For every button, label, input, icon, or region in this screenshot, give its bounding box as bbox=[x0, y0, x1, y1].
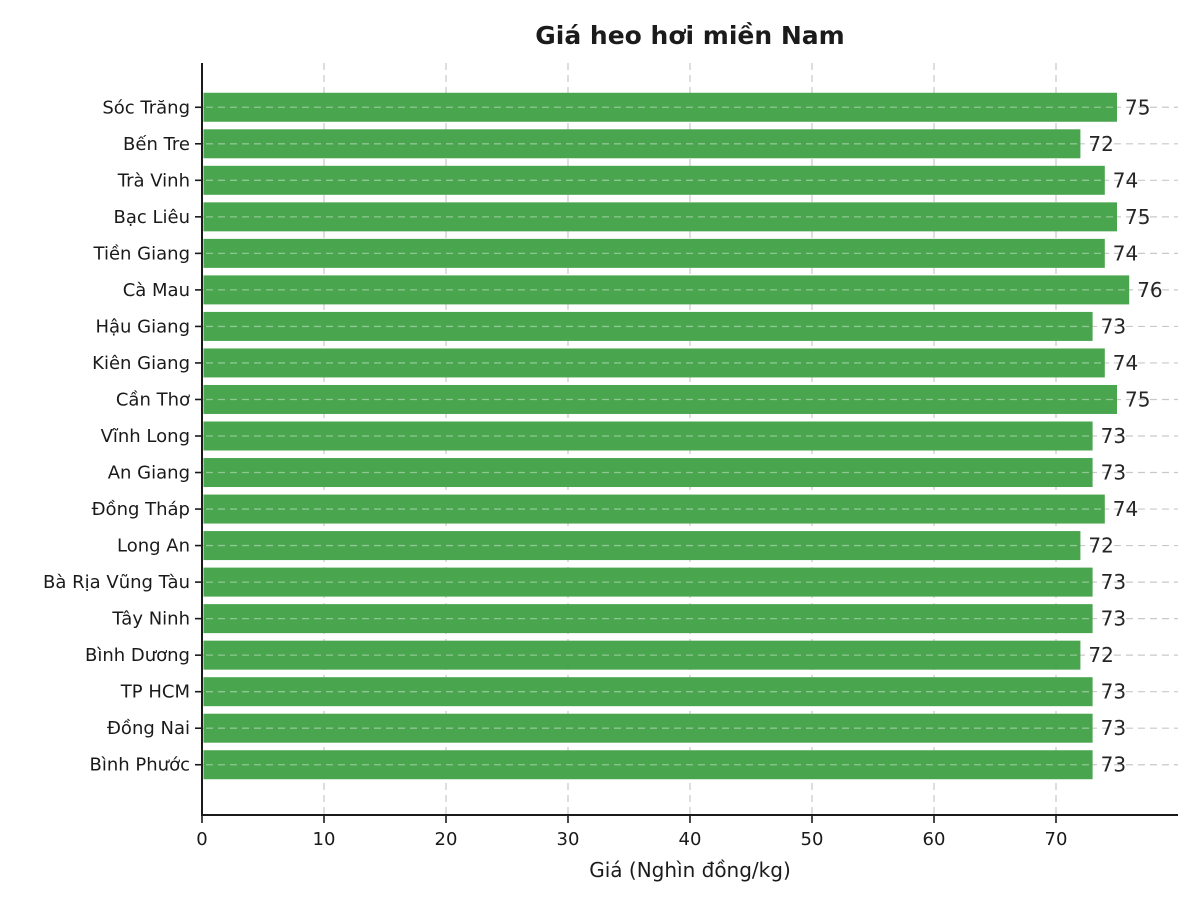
xtick-label-70: 70 bbox=[1045, 829, 1068, 850]
xtick-label-10: 10 bbox=[313, 829, 336, 850]
on-bar-gridline-dashes bbox=[206, 106, 1127, 766]
value-label-2: 74 bbox=[1113, 168, 1138, 192]
value-label-10: 73 bbox=[1101, 461, 1126, 485]
xtick-label-0: 0 bbox=[196, 829, 207, 850]
xtick-label-40: 40 bbox=[679, 829, 702, 850]
ytick-label-15: Bình Dương bbox=[85, 645, 190, 666]
xtick-label-50: 50 bbox=[801, 829, 824, 850]
bar-4 bbox=[203, 238, 1105, 268]
value-label-14: 73 bbox=[1101, 607, 1126, 631]
bar-1 bbox=[203, 129, 1081, 159]
bar-12 bbox=[203, 531, 1081, 561]
bar-7 bbox=[203, 348, 1105, 378]
ytick-label-2: Trà Vinh bbox=[117, 170, 190, 191]
ytick-label-7: Kiên Giang bbox=[92, 353, 190, 374]
value-label-5: 76 bbox=[1137, 278, 1162, 302]
chart-title: Giá heo hơi miền Nam bbox=[535, 21, 844, 50]
bar-11 bbox=[203, 494, 1105, 524]
value-label-9: 73 bbox=[1101, 424, 1126, 448]
axis-spines bbox=[201, 63, 1178, 816]
ytick-label-13: Bà Rịa Vũng Tàu bbox=[43, 572, 190, 593]
bar-18 bbox=[203, 750, 1093, 780]
ytick-label-1: Bến Tre bbox=[123, 134, 190, 155]
xtick-label-60: 60 bbox=[923, 829, 946, 850]
ytick-label-12: Long An bbox=[117, 536, 190, 557]
value-label-13: 73 bbox=[1101, 570, 1126, 594]
x-axis-tick-labels: 0 10 20 30 40 50 60 70 bbox=[196, 829, 1067, 850]
value-label-4: 74 bbox=[1113, 241, 1138, 265]
bar-14 bbox=[203, 604, 1093, 634]
value-label-1: 72 bbox=[1088, 132, 1113, 156]
bar-0 bbox=[203, 92, 1117, 122]
x-axis-tick-marks bbox=[201, 815, 1057, 823]
ytick-label-5: Cà Mau bbox=[123, 280, 190, 301]
value-label-11: 74 bbox=[1113, 497, 1138, 521]
value-label-17: 73 bbox=[1101, 716, 1126, 740]
value-label-18: 73 bbox=[1101, 753, 1126, 777]
value-label-8: 75 bbox=[1125, 387, 1150, 411]
bar-8 bbox=[203, 384, 1117, 414]
bar-2 bbox=[203, 165, 1105, 195]
value-label-16: 73 bbox=[1101, 680, 1126, 704]
value-label-0: 75 bbox=[1125, 95, 1150, 119]
value-label-3: 75 bbox=[1125, 205, 1150, 229]
ytick-label-11: Đồng Tháp bbox=[92, 499, 190, 520]
ytick-label-16: TP HCM bbox=[120, 682, 190, 703]
ytick-label-14: Tây Ninh bbox=[111, 609, 190, 630]
ytick-label-3: Bạc Liêu bbox=[113, 207, 190, 228]
bar-16 bbox=[203, 677, 1093, 707]
bar-5 bbox=[203, 275, 1130, 305]
bar-3 bbox=[203, 202, 1117, 232]
ytick-label-9: Vĩnh Long bbox=[101, 426, 190, 447]
y-axis-tick-marks bbox=[195, 106, 202, 766]
bar-6 bbox=[203, 311, 1093, 341]
ytick-label-4: Tiền Giang bbox=[93, 243, 190, 264]
ytick-label-0: Sóc Trăng bbox=[102, 97, 190, 118]
bar-series bbox=[203, 92, 1130, 780]
x-axis-label: Giá (Nghìn đồng/kg) bbox=[589, 858, 791, 882]
y-axis-category-labels: Sóc Trăng Bến Tre Trà Vinh Bạc Liêu Tiền Gia… bbox=[43, 97, 190, 775]
bar-15 bbox=[203, 640, 1081, 670]
ytick-label-18: Bình Phước bbox=[90, 755, 190, 776]
bar-9 bbox=[203, 421, 1093, 451]
bar-17 bbox=[203, 713, 1093, 743]
ytick-label-6: Hậu Giang bbox=[95, 316, 190, 337]
bar-13 bbox=[203, 567, 1093, 597]
value-label-15: 72 bbox=[1088, 643, 1113, 667]
ytick-label-10: An Giang bbox=[108, 463, 190, 484]
xtick-label-20: 20 bbox=[435, 829, 458, 850]
bar-10 bbox=[203, 458, 1093, 488]
value-label-7: 74 bbox=[1113, 351, 1138, 375]
xtick-label-30: 30 bbox=[557, 829, 580, 850]
ytick-label-17: Đồng Nai bbox=[107, 718, 190, 739]
value-label-12: 72 bbox=[1088, 534, 1113, 558]
ytick-label-8: Cần Thơ bbox=[116, 389, 190, 410]
value-label-6: 73 bbox=[1101, 314, 1126, 338]
